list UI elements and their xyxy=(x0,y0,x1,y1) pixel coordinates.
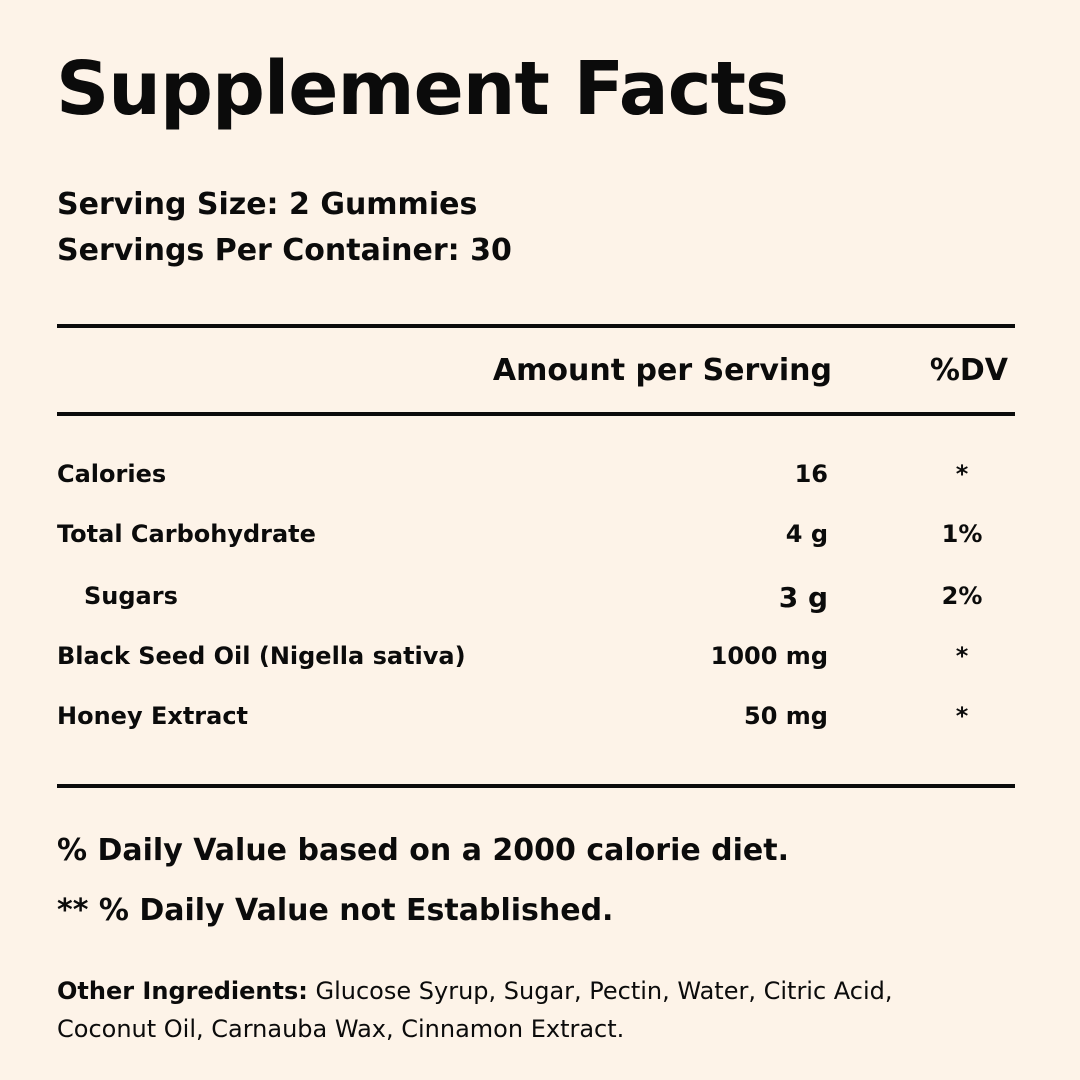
row-amount: 1000 mg xyxy=(710,642,828,670)
column-header-amount: Amount per Serving xyxy=(492,353,832,388)
table-row-honey-extract: Honey Extract 50 mg * xyxy=(0,704,1080,744)
divider-top xyxy=(57,324,1015,328)
table-row-black-seed-oil: Black Seed Oil (Nigella sativa) 1000 mg … xyxy=(0,644,1080,684)
table-row-calories: Calories 16 * xyxy=(0,462,1080,502)
row-name: Black Seed Oil (Nigella sativa) xyxy=(57,642,466,670)
row-dv: 2% xyxy=(941,582,983,610)
row-amount: 3 g xyxy=(778,581,828,614)
servings-per-container: Servings Per Container: 30 xyxy=(57,233,512,268)
table-row-total-carbohydrate: Total Carbohydrate 4 g 1% xyxy=(0,522,1080,562)
other-ingredients-label: Other Ingredients: xyxy=(57,977,308,1005)
row-amount: 4 g xyxy=(785,520,828,548)
row-amount: 50 mg xyxy=(744,702,828,730)
daily-value-note: % Daily Value based on a 2000 calorie di… xyxy=(57,833,789,868)
page-title: Supplement Facts xyxy=(56,46,789,132)
row-name: Honey Extract xyxy=(57,702,249,730)
row-name: Sugars xyxy=(84,582,178,610)
divider-bottom xyxy=(57,784,1015,788)
row-amount: 16 xyxy=(794,460,828,488)
row-dv: * xyxy=(955,702,969,730)
row-dv: * xyxy=(955,460,969,488)
row-name: Total Carbohydrate xyxy=(57,520,316,548)
serving-size: Serving Size: 2 Gummies xyxy=(57,187,478,222)
other-ingredients: Other Ingredients: Glucose Syrup, Sugar,… xyxy=(57,972,957,1048)
divider-header xyxy=(57,412,1015,416)
table-row-sugars: Sugars 3 g 2% xyxy=(0,584,1080,624)
row-name: Calories xyxy=(57,460,167,488)
column-header-dv: %DV xyxy=(929,353,1008,388)
other-ingredients-text: Glucose Syrup, Sugar, Pectin, Water, Cit… xyxy=(57,977,893,1043)
row-dv: 1% xyxy=(941,520,983,548)
row-dv: * xyxy=(955,642,969,670)
daily-value-not-established-note: ** % Daily Value not Established. xyxy=(57,893,614,928)
